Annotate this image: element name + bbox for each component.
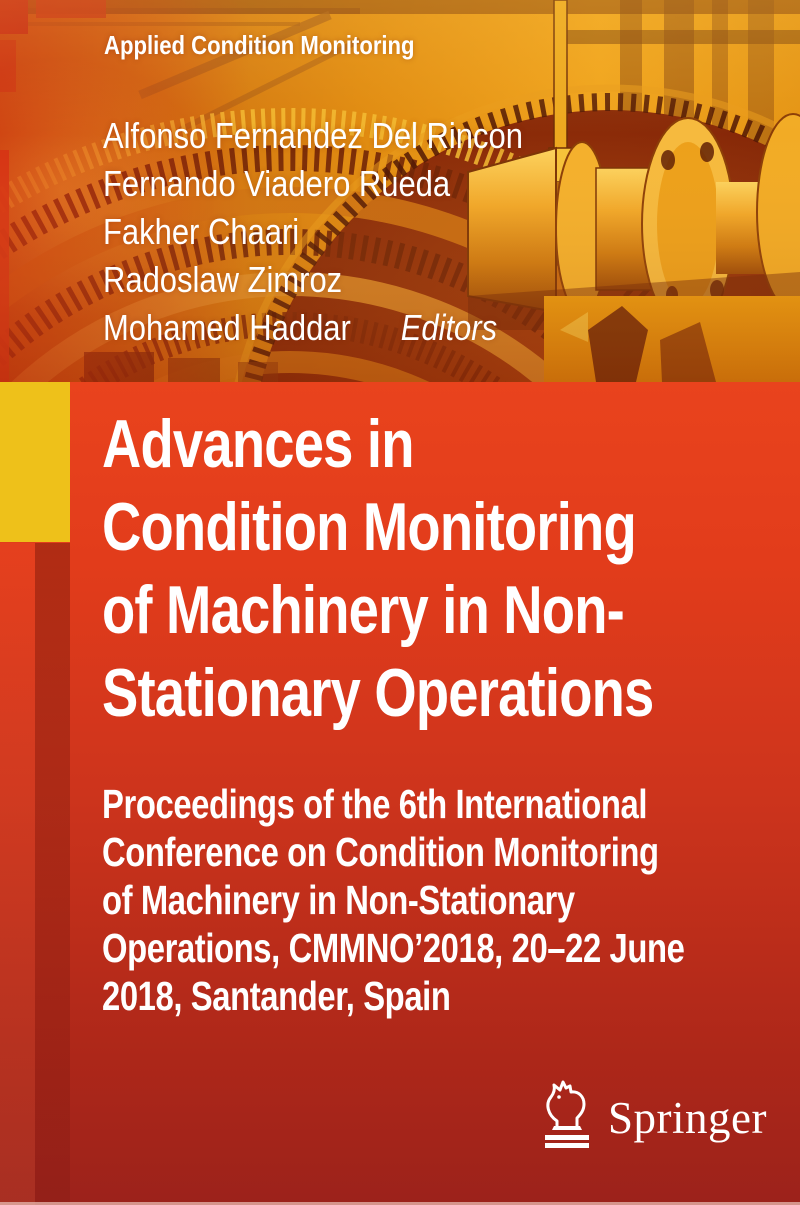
- book-title: Advances in Condition Monitoring of Mach…: [102, 403, 654, 735]
- editor-name: Radoslaw Zimroz: [103, 259, 343, 300]
- book-subtitle: Proceedings of the 6th International Con…: [102, 780, 685, 1020]
- spine-shade-light: [0, 543, 35, 1205]
- series-title: Applied Condition Monitoring: [104, 30, 415, 60]
- editor-name: Fakher Chaari: [103, 211, 300, 252]
- editors-role-label: Editors: [400, 307, 498, 348]
- title-line: Advances in: [102, 406, 414, 482]
- editor-name: Alfonso Fernandez Del Rincon: [103, 115, 523, 156]
- machinery-photo-art: [0, 0, 800, 382]
- editor-name: Fernando Viadero Rueda: [103, 163, 451, 204]
- subtitle-line: 2018, Santander, Spain: [102, 973, 451, 1019]
- editor-name: Mohamed Haddar: [103, 307, 351, 348]
- yellow-accent-square: [0, 382, 70, 542]
- title-line: Condition Monitoring: [102, 489, 637, 565]
- subtitle-line: Proceedings of the 6th International: [102, 781, 648, 827]
- springer-horse-icon: [545, 1080, 589, 1148]
- editors-block: Alfonso Fernandez Del Rincon Fernando Vi…: [103, 112, 523, 352]
- spine-shade-dark: [35, 543, 70, 1205]
- bottom-edge-strip: [0, 1202, 800, 1205]
- publisher-name: Springer: [608, 1093, 767, 1143]
- title-line: Stationary Operations: [102, 655, 654, 731]
- machinery-photo: [0, 0, 800, 382]
- editor-name-last-line: Mohamed Haddar Editors: [103, 304, 523, 352]
- subtitle-line: of Machinery in Non-Stationary: [102, 877, 575, 923]
- subtitle-line: Operations, CMMNO’2018, 20–22 June: [102, 925, 685, 971]
- red-background: [0, 382, 800, 1205]
- publisher-logo: Springer: [532, 1076, 767, 1150]
- title-line: of Machinery in Non-: [102, 572, 625, 648]
- subtitle-line: Conference on Condition Monitoring: [102, 829, 659, 875]
